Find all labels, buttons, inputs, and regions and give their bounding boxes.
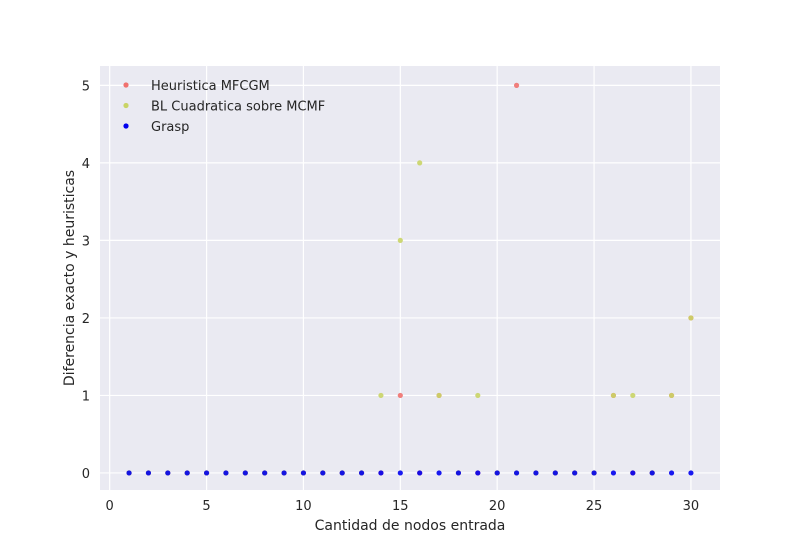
- x-axis-label: Cantidad de nodos entrada: [315, 518, 506, 534]
- data-point: [513, 82, 520, 88]
- data-point: [610, 470, 617, 476]
- y-tick-label: 3: [82, 234, 90, 249]
- y-axis-label: Diferencia exacto y heuristicas: [62, 170, 78, 386]
- data-point: [145, 470, 152, 476]
- x-tick-label: 0: [106, 499, 114, 514]
- data-point: [533, 470, 539, 476]
- x-tick-label: 5: [202, 499, 210, 514]
- series-3: [126, 470, 694, 476]
- y-tick-label: 0: [82, 467, 90, 482]
- data-point: [397, 237, 403, 244]
- x-tick-label: 30: [683, 499, 700, 514]
- x-tick-label: 10: [295, 499, 312, 514]
- grid-lines: [100, 66, 720, 490]
- y-tick-label: 2: [82, 312, 90, 327]
- data-point: [203, 470, 210, 476]
- data-point: [417, 160, 423, 166]
- y-tick-label: 1: [82, 389, 90, 404]
- legend-label: BL Cuadratica sobre MCMF: [151, 100, 325, 115]
- data-point: [339, 470, 345, 476]
- data-point: [688, 315, 694, 321]
- y-axis-ticks: 0 1 2 3 4 5: [82, 79, 90, 482]
- data-point: [126, 470, 132, 476]
- data-points: [126, 82, 694, 476]
- data-point: [455, 470, 462, 476]
- x-tick-label: 15: [392, 499, 409, 514]
- data-point: [630, 470, 636, 476]
- data-point: [668, 470, 675, 476]
- data-point: [475, 392, 481, 399]
- data-point: [281, 470, 287, 476]
- legend-label: Heuristica MFCGM: [151, 79, 270, 94]
- data-point: [649, 470, 655, 476]
- data-point: [223, 470, 229, 476]
- data-point: [668, 392, 675, 399]
- data-point: [417, 470, 423, 476]
- data-point: [572, 470, 578, 476]
- data-point: [300, 470, 307, 476]
- y-tick-label: 5: [82, 79, 90, 94]
- data-point: [397, 470, 403, 476]
- data-point: [262, 470, 268, 476]
- legend-label: Grasp: [151, 120, 189, 135]
- legend-marker: [123, 82, 129, 88]
- x-tick-label: 20: [489, 499, 506, 514]
- data-point: [591, 470, 597, 476]
- legend: Heuristica MFCGM BL Cuadratica sobre MCMF…: [123, 79, 325, 135]
- data-point: [165, 470, 171, 476]
- x-tick-label: 25: [586, 499, 603, 514]
- data-point: [378, 392, 384, 399]
- y-tick-label: 4: [82, 157, 90, 172]
- data-point: [378, 470, 384, 476]
- data-point: [513, 470, 520, 476]
- data-point: [552, 470, 558, 476]
- data-point: [358, 470, 365, 476]
- legend-marker: [123, 102, 129, 109]
- x-axis-ticks: 0 5 10 15 20 25 30: [106, 499, 700, 514]
- data-point: [436, 470, 442, 476]
- data-point: [475, 470, 481, 476]
- data-point: [688, 470, 694, 476]
- data-point: [184, 470, 190, 476]
- legend-marker: [123, 123, 129, 129]
- plot-area: [100, 66, 720, 490]
- data-point: [436, 392, 442, 399]
- data-point: [494, 470, 500, 476]
- data-point: [397, 392, 403, 399]
- data-point: [242, 470, 248, 476]
- data-point: [610, 392, 617, 399]
- data-point: [320, 470, 326, 476]
- data-point: [630, 392, 636, 399]
